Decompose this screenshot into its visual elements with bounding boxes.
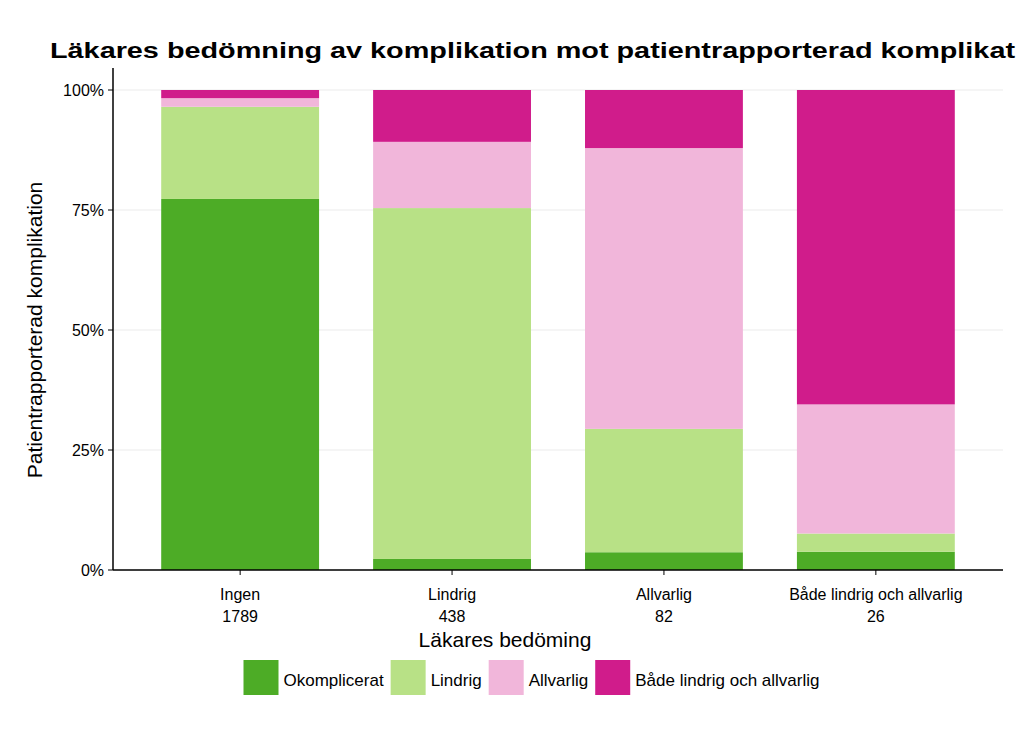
- legend-label: Både lindrig och allvarlig: [635, 671, 819, 690]
- bars: [161, 90, 955, 570]
- legend: Okomplicerat Lindrig Allvarlig Både lindrig…: [244, 660, 820, 695]
- y-tick-label: 100%: [63, 82, 104, 99]
- legend-swatch: [391, 660, 426, 695]
- legend-swatch: [595, 660, 630, 695]
- legend-item: Lindrig: [391, 660, 482, 695]
- bar-segment: [373, 142, 531, 208]
- bar-segment: [585, 552, 743, 570]
- x-tick-label: Ingen: [220, 586, 260, 603]
- x-tick-label: Allvarlig: [636, 586, 692, 603]
- x-axis-title: Läkares bedöming: [419, 628, 592, 651]
- title: Läkares bedömning av komplikation mot pa…: [50, 38, 1016, 63]
- bar-segment: [161, 98, 319, 107]
- y-tick-label: 50%: [72, 322, 104, 339]
- legend-swatch: [489, 660, 524, 695]
- legend-label: Okomplicerat: [284, 671, 384, 690]
- bar-segment: [797, 552, 955, 570]
- bar-segment: [161, 107, 319, 199]
- bar-segment: [585, 429, 743, 552]
- grid-line: [113, 570, 1003, 571]
- y-axis: [112, 68, 114, 570]
- x-tick-count: 82: [655, 608, 673, 625]
- bar-segment: [797, 404, 955, 533]
- bar-segment: [161, 90, 319, 98]
- x-tick-count: 26: [867, 608, 885, 625]
- bar-segment: [797, 90, 955, 404]
- x-tick: [875, 570, 876, 575]
- legend-item: Både lindrig och allvarlig: [595, 660, 819, 695]
- y-tick-label: 0%: [81, 562, 104, 579]
- legend-item: Okomplicerat: [244, 660, 384, 695]
- y-tick-label: 25%: [72, 442, 104, 459]
- bar-segment: [373, 208, 531, 559]
- legend-label: Allvarlig: [529, 671, 589, 690]
- x-tick-label: Lindrig: [428, 586, 476, 603]
- legend-swatch: [244, 660, 279, 695]
- bar-segment: [373, 90, 531, 142]
- grid: [113, 90, 1003, 570]
- chart: Läkares bedömning av komplikation mot pa…: [0, 0, 1023, 731]
- bar-segment: [161, 199, 319, 570]
- legend-item: Allvarlig: [489, 660, 589, 695]
- x-axis: [113, 569, 1003, 571]
- bar-segment: [585, 148, 743, 429]
- x-tick-count: 1789: [222, 608, 258, 625]
- x-tick: [663, 570, 664, 575]
- x-tick-count: 438: [439, 608, 466, 625]
- x-tick: [452, 570, 453, 575]
- x-tick-label: Både lindrig och allvarlig: [789, 586, 962, 603]
- y-tick-label: 75%: [72, 202, 104, 219]
- bar-segment: [797, 534, 955, 552]
- bar-segment: [585, 90, 743, 148]
- legend-label: Lindrig: [431, 671, 482, 690]
- y-axis-title: Patientrapporterad komplikation: [23, 182, 46, 479]
- x-tick: [240, 570, 241, 575]
- bar-segment: [373, 559, 531, 570]
